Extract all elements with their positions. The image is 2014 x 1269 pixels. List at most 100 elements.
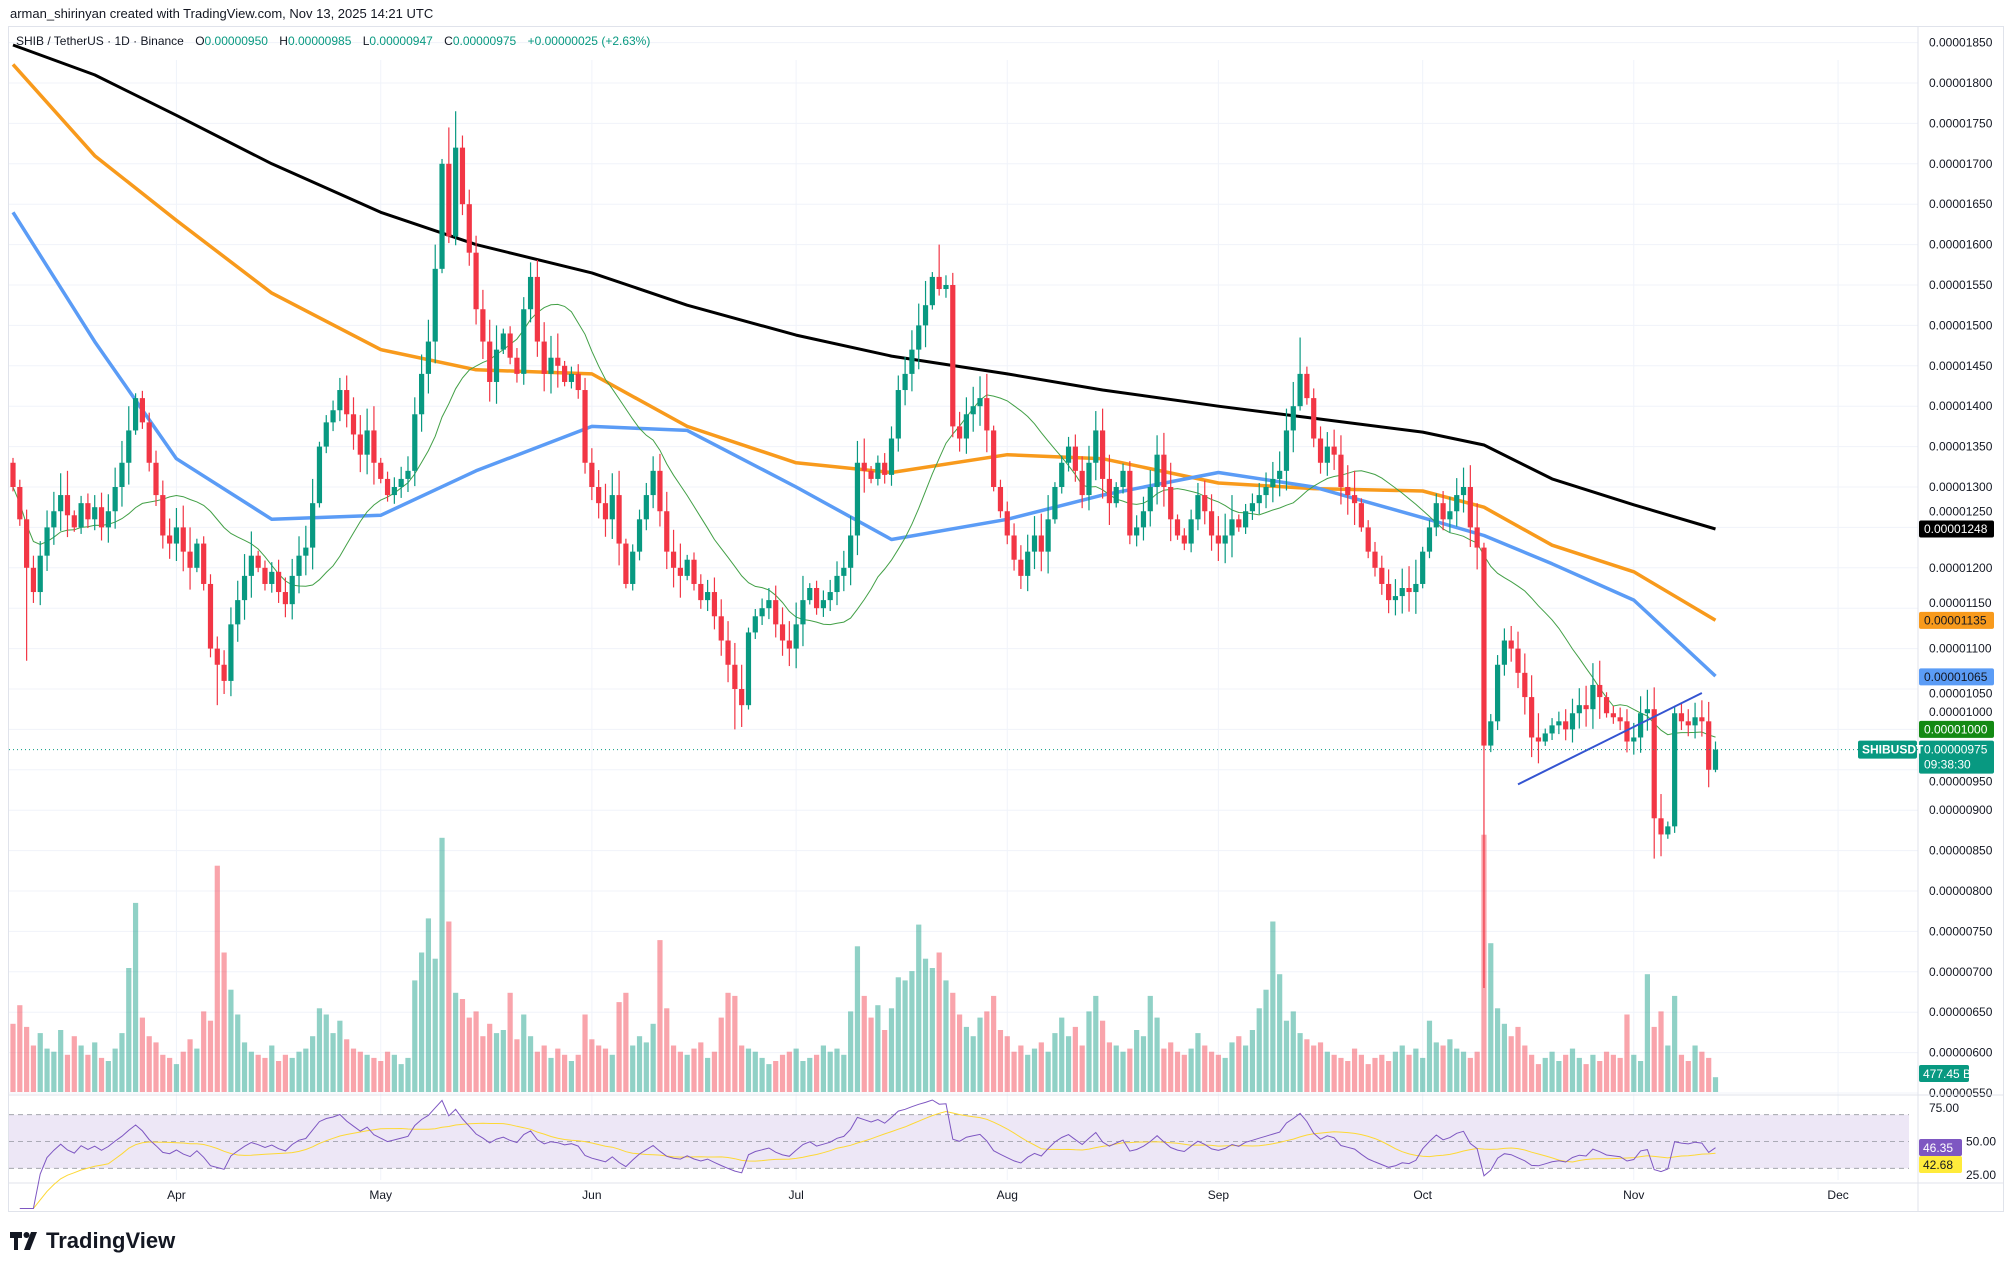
- candle: [1658, 794, 1664, 857]
- fast-ma-value-badge-text: 0.00001000: [1924, 722, 1988, 736]
- candle-body: [568, 373, 575, 382]
- candle-body: [943, 285, 949, 290]
- volume-bar: [500, 1030, 506, 1092]
- volume-bar: [739, 1045, 745, 1092]
- candle: [1372, 541, 1378, 577]
- candle-body: [1277, 470, 1283, 479]
- volume-bar: [623, 992, 629, 1092]
- candle: [1311, 388, 1317, 448]
- candle: [997, 479, 1004, 518]
- candle: [1018, 545, 1024, 589]
- candle-body: [119, 462, 125, 487]
- candle: [1590, 663, 1596, 729]
- volume-bar: [228, 989, 234, 1092]
- ma-value-badge: 0.00001135: [1919, 611, 1994, 629]
- candle: [773, 585, 779, 638]
- volume-bar: [296, 1051, 302, 1092]
- volume-bar: [1004, 1036, 1010, 1092]
- fast-ma-value-badge: 0.00001000: [1919, 720, 1994, 738]
- candle-body: [126, 430, 132, 463]
- candle: [493, 325, 500, 404]
- candle: [64, 470, 71, 538]
- candle-body: [820, 600, 826, 609]
- candle-body: [752, 616, 758, 633]
- volume-bar: [732, 995, 738, 1092]
- candle: [425, 319, 432, 394]
- volume-bar: [487, 1023, 493, 1092]
- candle: [1692, 702, 1698, 739]
- volume-bar: [30, 1045, 37, 1092]
- volume-bar: [1488, 943, 1494, 1092]
- volume-bar: [1712, 1077, 1719, 1092]
- candle-body: [1290, 406, 1296, 431]
- candle: [1494, 655, 1501, 731]
- candle-body: [766, 600, 772, 609]
- volume-bar: [1637, 1061, 1644, 1092]
- candle-body: [848, 535, 854, 568]
- candle: [1072, 434, 1078, 482]
- candle-body: [473, 252, 479, 310]
- candle-body: [1025, 551, 1031, 576]
- candle-body: [187, 551, 193, 568]
- price-axis-label: 0.00001100: [1929, 642, 1992, 656]
- candle: [241, 554, 248, 620]
- ma-value-badge-text: 0.00001065: [1924, 670, 1988, 684]
- candle-body: [1624, 721, 1630, 742]
- volume-bar: [1140, 1036, 1147, 1092]
- volume-bar: [371, 1057, 377, 1092]
- candle-body: [1215, 535, 1221, 544]
- candle-body: [1072, 446, 1078, 471]
- candle-body: [1433, 503, 1439, 528]
- candle: [786, 621, 792, 667]
- candle: [609, 473, 615, 539]
- volume-bar: [1243, 1045, 1249, 1092]
- volume-bar: [207, 1020, 214, 1092]
- candle-body: [17, 487, 23, 520]
- volume-bar: [1522, 1045, 1528, 1092]
- candle: [970, 386, 976, 432]
- candle-body: [1100, 430, 1106, 479]
- candle: [705, 579, 711, 612]
- candle: [827, 579, 833, 612]
- volume-bar: [875, 1005, 881, 1092]
- candle-body: [221, 664, 227, 681]
- symbol-title[interactable]: SHIB / TetherUS · 1D · Binance: [16, 34, 184, 48]
- candle-body: [773, 600, 779, 625]
- candle-body: [991, 430, 997, 487]
- volume-bar: [909, 971, 915, 1092]
- candle: [596, 470, 602, 519]
- volume-bar: [1188, 1048, 1194, 1092]
- volume-bar: [514, 1039, 520, 1092]
- volume-bar: [1052, 1033, 1058, 1092]
- volume-bar: [1079, 1045, 1085, 1092]
- volume-bar: [820, 1045, 826, 1092]
- candle: [527, 262, 534, 323]
- candle: [1127, 461, 1133, 545]
- volume-bar: [1644, 974, 1650, 1092]
- candle-body: [745, 632, 752, 706]
- candle-body: [589, 462, 595, 487]
- candle-body: [970, 406, 976, 415]
- tradingview-logo[interactable]: TradingView: [10, 1228, 175, 1254]
- volume-bar: [684, 1054, 690, 1092]
- candle: [58, 473, 64, 531]
- volume-bar: [282, 1054, 288, 1092]
- candle-body: [446, 163, 452, 237]
- volume-bar: [1202, 1045, 1208, 1092]
- candle: [800, 575, 806, 647]
- candle: [1113, 482, 1119, 508]
- time-axis-label: Jun: [582, 1188, 601, 1202]
- candle-body: [1236, 519, 1242, 528]
- candle-body: [378, 462, 384, 479]
- candle: [1317, 426, 1324, 474]
- volume-bar: [1631, 1054, 1637, 1092]
- candle: [507, 326, 513, 365]
- candle: [630, 544, 636, 591]
- volume-bar: [1113, 1045, 1119, 1092]
- candle-body: [194, 543, 200, 568]
- volume-bar: [936, 952, 942, 1092]
- volume-bar: [1181, 1054, 1187, 1092]
- volume-bar: [398, 1064, 404, 1092]
- volume-bar: [1174, 1051, 1181, 1092]
